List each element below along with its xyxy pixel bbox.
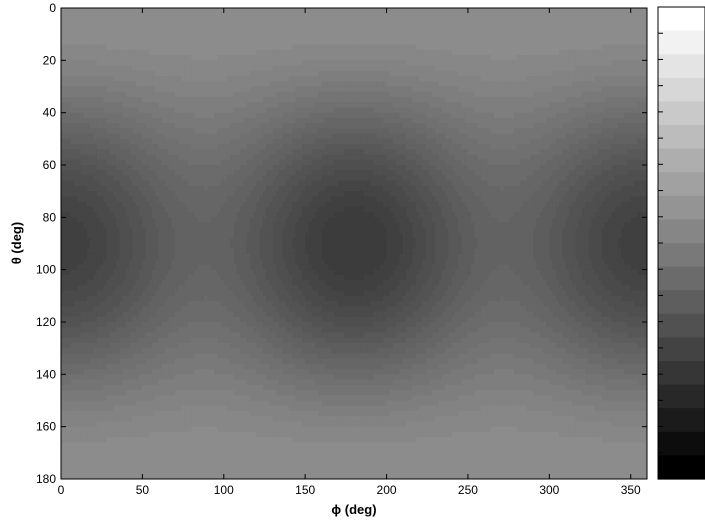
- heatmap-surface: [61, 8, 648, 480]
